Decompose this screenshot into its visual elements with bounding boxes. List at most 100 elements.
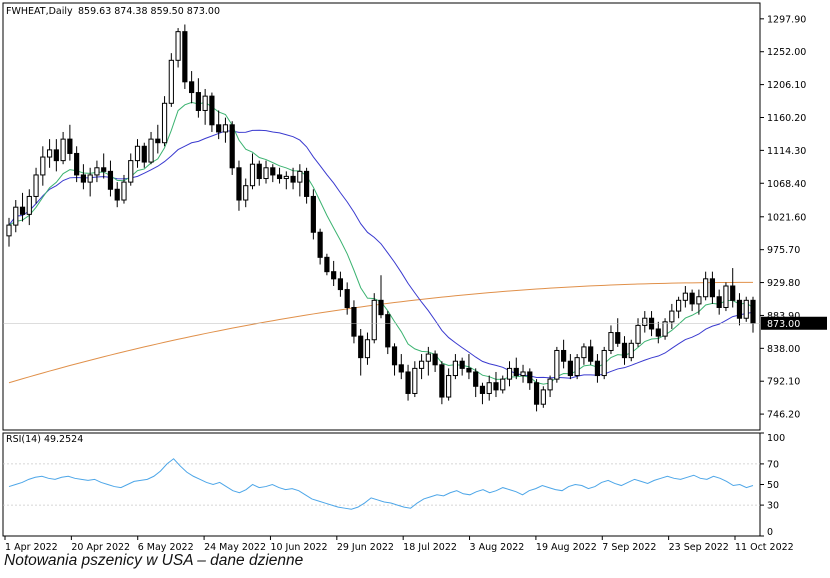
candle-body-bull <box>486 382 492 394</box>
candle <box>391 343 398 376</box>
candle <box>128 153 134 186</box>
candle <box>533 379 540 412</box>
candle <box>317 228 323 265</box>
candle <box>432 350 438 372</box>
candle <box>33 167 39 204</box>
candle-body-bull <box>628 342 634 359</box>
candle <box>628 339 634 362</box>
candle <box>452 354 458 380</box>
candle-body-bull <box>148 138 154 163</box>
x-axis-tick-label: 6 May 2022 <box>138 542 194 553</box>
candle-body-bear <box>189 81 195 94</box>
candle-body-bear <box>378 299 384 316</box>
rsi-label: RSI(14) 49.2524 <box>6 434 83 445</box>
candle <box>669 303 675 329</box>
candle <box>351 300 357 344</box>
candle-body-bear <box>290 175 296 183</box>
candle-body-bull <box>581 346 587 359</box>
candle-body-bull <box>608 332 614 351</box>
candle <box>263 160 269 184</box>
candle-body-bear <box>398 364 404 373</box>
candle-body-bull <box>94 167 100 176</box>
candle <box>60 131 66 165</box>
candle-body-bull <box>669 310 675 323</box>
x-axis-tick-label: 19 Aug 2022 <box>536 542 597 553</box>
candle-body-bull <box>520 371 526 377</box>
candle-body-bull <box>121 181 127 201</box>
candle-body-bear <box>155 138 161 144</box>
candle <box>337 271 344 297</box>
candle-body-bull <box>540 389 546 405</box>
candle <box>466 354 472 380</box>
rsi-axis-tick-label: 30 <box>767 501 779 512</box>
candle <box>13 200 19 233</box>
candle <box>310 189 316 240</box>
candle-body-bear <box>385 314 391 348</box>
candle-body-bear <box>114 188 120 201</box>
candle <box>209 92 215 132</box>
candle <box>621 336 628 365</box>
candle-body-bear <box>513 367 519 377</box>
rsi-axis-tick-label: 50 <box>767 480 779 491</box>
price-axis-tick-label: 1021.60 <box>767 212 806 223</box>
candle <box>304 167 310 204</box>
candle <box>520 364 526 383</box>
candle-body-bear <box>107 170 114 190</box>
candle <box>398 354 404 380</box>
candle <box>418 354 425 380</box>
candle-body-bear <box>310 195 316 233</box>
price-axis-tick-label: 1297.90 <box>767 14 806 25</box>
candle-body-bull <box>412 367 418 394</box>
price-axis-tick-label: 1252.00 <box>767 47 806 58</box>
candle-body-bull <box>662 321 668 337</box>
candle-body-bull <box>263 167 269 180</box>
candle <box>114 182 120 208</box>
candle <box>655 321 661 344</box>
candle <box>6 217 12 247</box>
candle-body-bear <box>67 138 73 154</box>
candle-body-bull <box>547 378 553 391</box>
candle-body-bull <box>283 175 289 180</box>
x-axis-tick-label: 24 May 2022 <box>204 542 266 553</box>
candle <box>107 160 114 197</box>
candle-body-bull <box>696 296 702 305</box>
candle-body-bear <box>182 31 188 83</box>
x-axis-tick-label: 10 Jun 2022 <box>270 542 327 553</box>
price-axis-tick-label: 1206.10 <box>767 80 806 91</box>
candle-body-bull <box>574 357 580 377</box>
x-axis-tick-label: 23 Sep 2022 <box>669 542 729 553</box>
candle <box>53 139 59 172</box>
candle <box>229 121 235 175</box>
candle-body-bear <box>736 299 743 319</box>
candle-body-bear <box>493 382 499 391</box>
rsi-axis-tick-label: 0 <box>767 527 773 538</box>
candle-body-bear <box>270 167 276 176</box>
candle-body-bull <box>703 278 709 298</box>
candle-body-bull <box>371 299 377 341</box>
candle-body-bear <box>716 296 722 308</box>
candle <box>547 375 553 398</box>
candle-body-bull <box>26 195 32 215</box>
candle-body-bear <box>615 332 621 344</box>
candle-body-bear <box>621 342 628 359</box>
candle-body-bull <box>500 378 506 391</box>
candle <box>168 53 174 107</box>
candle <box>249 153 256 190</box>
candle <box>709 271 716 304</box>
candle-body-bear <box>195 92 201 111</box>
candle-body-bull <box>168 59 174 104</box>
candle-body-bear <box>304 170 310 197</box>
candle-body-bull <box>723 285 729 308</box>
x-axis-tick-label: 1 Apr 2022 <box>5 542 58 553</box>
candle <box>730 268 736 308</box>
candle <box>344 282 350 315</box>
candle-body-bear <box>750 299 756 324</box>
candle-body-bear <box>459 360 465 369</box>
candle <box>581 343 587 365</box>
candle <box>642 311 648 333</box>
price-axis-tick-label: 1068.40 <box>767 179 806 190</box>
candle <box>682 285 688 308</box>
candle <box>358 328 364 376</box>
candle <box>297 164 303 197</box>
